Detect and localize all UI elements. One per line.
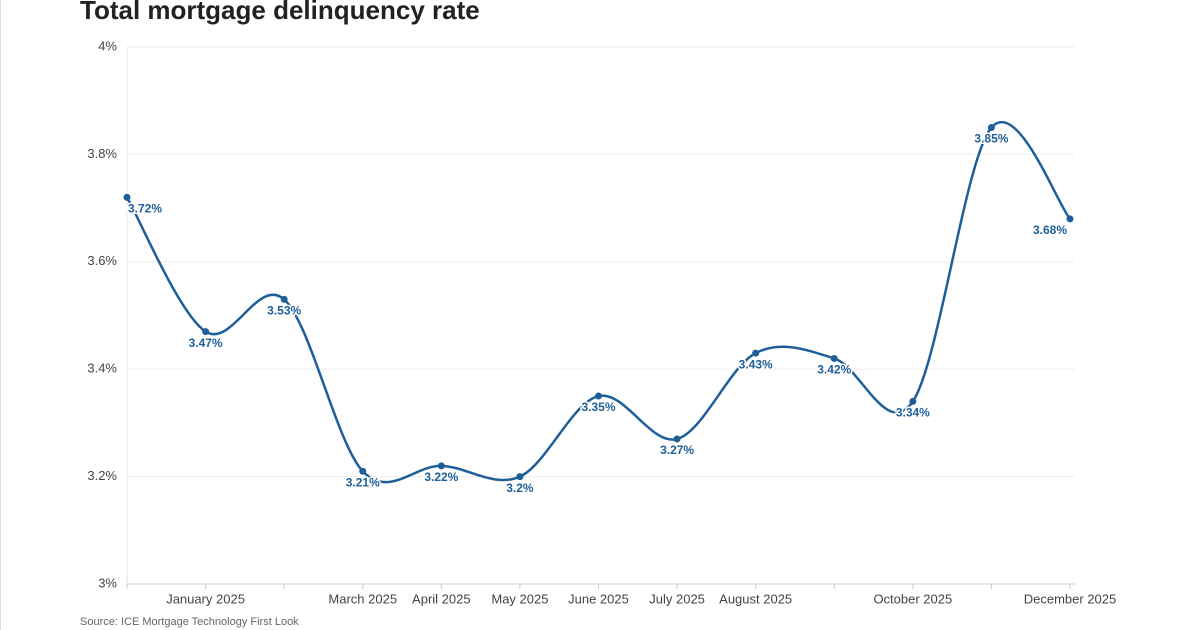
value-label: 3.68% — [1033, 223, 1067, 237]
x-tick-label: April 2025 — [412, 591, 471, 606]
value-label: 3.35% — [581, 400, 615, 414]
value-label: 3.34% — [896, 406, 930, 420]
point — [516, 473, 524, 481]
value-label: 3.2% — [506, 481, 534, 495]
value-label: 3.21% — [346, 475, 380, 489]
value-label: 3.22% — [424, 470, 458, 484]
chart-title: Total mortgage delinquency rate — [80, 0, 480, 25]
x-tick-label: December 2025 — [1024, 591, 1117, 606]
source-note: Source: ICE Mortgage Technology First Lo… — [80, 616, 299, 628]
point — [987, 124, 995, 132]
y-tick-label: 3.4% — [87, 361, 117, 376]
value-label: 3.42% — [817, 363, 851, 377]
value-label: 3.27% — [660, 443, 694, 457]
value-label: 3.72% — [128, 202, 162, 216]
y-tick-label: 3.6% — [87, 253, 117, 268]
point — [595, 392, 602, 400]
point — [123, 193, 131, 201]
point — [909, 397, 917, 405]
point — [280, 295, 288, 303]
line — [125, 120, 1071, 484]
point — [752, 349, 760, 357]
point — [1066, 215, 1074, 223]
y-tick-label: 3.2% — [87, 468, 117, 483]
x-tick-label: May 2025 — [491, 591, 548, 606]
y-tick-label: 3% — [98, 575, 117, 590]
x-tick-label: October 2025 — [873, 591, 952, 606]
point — [830, 354, 838, 362]
value-label: 3.47% — [189, 336, 223, 350]
x-tick-label: June 2025 — [568, 591, 629, 606]
value-label: 3.53% — [267, 304, 301, 318]
y-tick-label: 4% — [98, 38, 117, 53]
value-label: 3.85% — [974, 132, 1008, 146]
point — [673, 435, 681, 443]
point — [437, 462, 445, 470]
point — [202, 328, 210, 336]
y-tick-label: 3.8% — [87, 146, 117, 161]
x-tick-label: March 2025 — [328, 591, 397, 606]
x-tick-label: August 2025 — [719, 591, 792, 606]
point — [359, 467, 367, 475]
x-tick-label: July 2025 — [649, 591, 705, 606]
value-label: 3.43% — [739, 357, 773, 371]
x-tick-label: January 2025 — [166, 591, 245, 606]
